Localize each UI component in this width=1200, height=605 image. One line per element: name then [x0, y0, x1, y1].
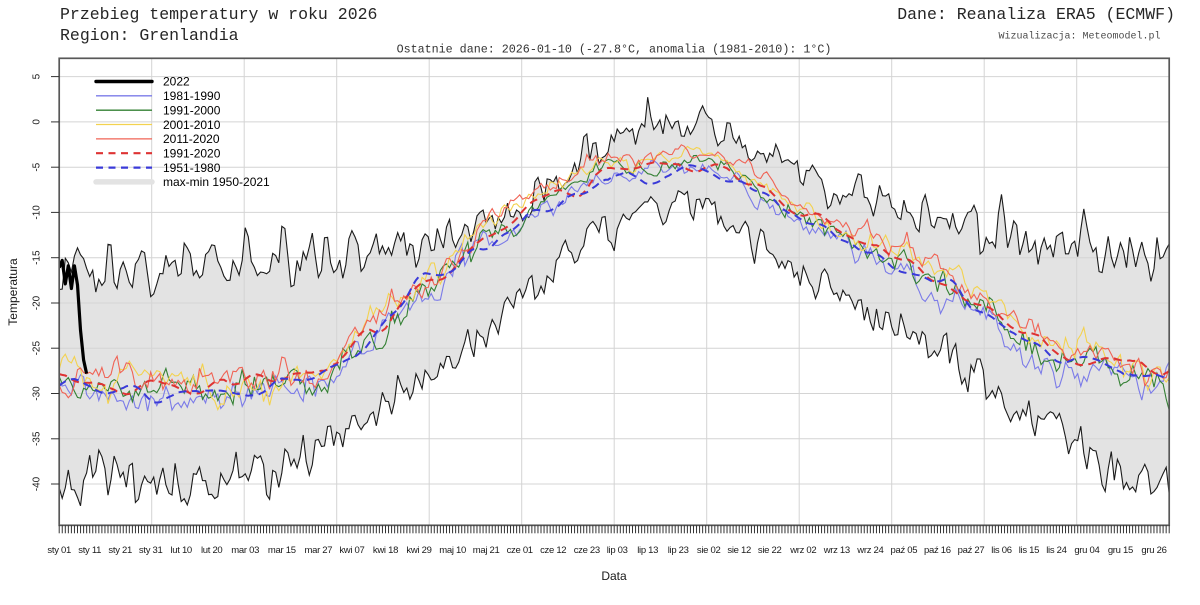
- svg-text:-25: -25: [32, 341, 43, 356]
- svg-text:paź 16: paź 16: [924, 545, 951, 556]
- svg-text:-30: -30: [32, 386, 43, 401]
- svg-text:gru 26: gru 26: [1141, 545, 1166, 556]
- svg-text:wrz 24: wrz 24: [856, 545, 883, 556]
- svg-text:sty 01: sty 01: [47, 545, 71, 556]
- svg-text:5: 5: [32, 73, 43, 79]
- svg-text:mar 15: mar 15: [268, 545, 296, 556]
- svg-text:lis 24: lis 24: [1046, 545, 1066, 556]
- svg-text:max-min 1950-2021: max-min 1950-2021: [163, 175, 270, 189]
- svg-text:Data: Data: [601, 569, 627, 583]
- svg-text:-10: -10: [32, 205, 43, 220]
- svg-text:2011-2020: 2011-2020: [163, 132, 220, 146]
- svg-text:sty 31: sty 31: [139, 545, 163, 556]
- svg-text:kwi 18: kwi 18: [373, 545, 398, 556]
- svg-text:2022: 2022: [163, 75, 190, 89]
- svg-text:Wizualizacja: Meteomodel.pl: Wizualizacja: Meteomodel.pl: [998, 31, 1160, 43]
- svg-text:0: 0: [32, 119, 43, 125]
- svg-text:gru 15: gru 15: [1108, 545, 1133, 556]
- svg-text:paź 27: paź 27: [958, 545, 985, 556]
- svg-text:sie 02: sie 02: [697, 545, 721, 556]
- svg-text:Ostatnie dane: 2026-01-10 (-27: Ostatnie dane: 2026-01-10 (-27.8°C, anom…: [397, 43, 832, 57]
- svg-text:-35: -35: [32, 431, 43, 446]
- svg-text:cze 23: cze 23: [574, 545, 600, 556]
- svg-text:1981-1990: 1981-1990: [163, 89, 221, 103]
- svg-text:kwi 07: kwi 07: [339, 545, 364, 556]
- svg-text:paź 05: paź 05: [891, 545, 918, 556]
- svg-text:mar 27: mar 27: [305, 545, 333, 556]
- svg-text:sty 21: sty 21: [108, 545, 132, 556]
- svg-text:cze 01: cze 01: [507, 545, 533, 556]
- svg-text:lis 06: lis 06: [991, 545, 1011, 556]
- svg-text:Temperatura: Temperatura: [6, 258, 20, 326]
- svg-text:wrz 13: wrz 13: [823, 545, 850, 556]
- svg-text:2001-2010: 2001-2010: [163, 118, 221, 132]
- svg-text:-20: -20: [32, 295, 43, 310]
- svg-text:1951-1980: 1951-1980: [163, 161, 221, 175]
- svg-text:Dane: Reanaliza ERA5 (ECMWF): Dane: Reanaliza ERA5 (ECMWF): [897, 5, 1175, 24]
- svg-text:-40: -40: [32, 476, 43, 491]
- svg-text:1991-2020: 1991-2020: [163, 146, 221, 160]
- svg-text:sie 12: sie 12: [727, 545, 751, 556]
- svg-text:lut 10: lut 10: [170, 545, 191, 556]
- svg-text:lip 03: lip 03: [607, 545, 628, 556]
- svg-text:gru 04: gru 04: [1074, 545, 1099, 556]
- svg-text:1991-2000: 1991-2000: [163, 103, 221, 117]
- svg-text:mar 03: mar 03: [231, 545, 259, 556]
- svg-text:cze 12: cze 12: [540, 545, 566, 556]
- svg-text:lip 23: lip 23: [668, 545, 689, 556]
- svg-text:lut 20: lut 20: [201, 545, 222, 556]
- svg-text:wrz 02: wrz 02: [789, 545, 816, 556]
- svg-text:-5: -5: [32, 162, 43, 171]
- svg-text:Region: Grenlandia: Region: Grenlandia: [60, 26, 239, 45]
- svg-text:Przebieg temperatury w roku 20: Przebieg temperatury w roku 2026: [60, 5, 377, 24]
- svg-text:lis 15: lis 15: [1019, 545, 1039, 556]
- svg-text:-15: -15: [32, 250, 43, 265]
- svg-text:sie 22: sie 22: [758, 545, 782, 556]
- svg-text:kwi 29: kwi 29: [406, 545, 431, 556]
- svg-text:maj 10: maj 10: [439, 545, 466, 556]
- svg-text:sty 11: sty 11: [78, 545, 101, 556]
- svg-text:maj 21: maj 21: [473, 545, 500, 556]
- svg-text:lip 13: lip 13: [637, 545, 658, 556]
